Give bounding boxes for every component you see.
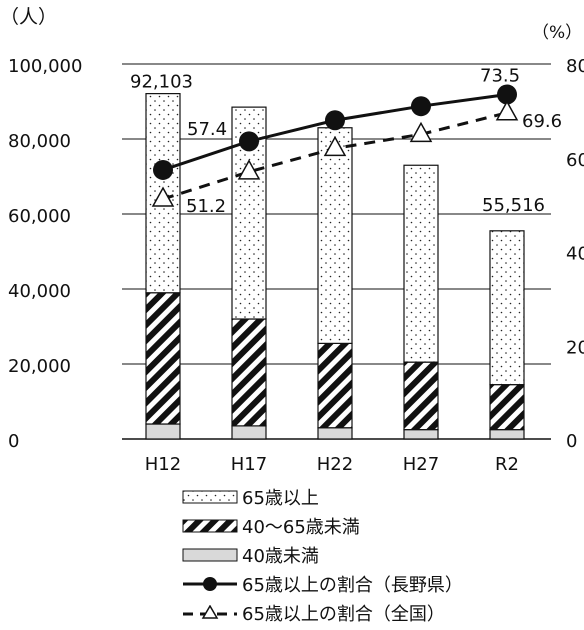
bar-segment xyxy=(231,318,267,427)
legend-item-65-over: 65歳以上 xyxy=(182,482,562,511)
x-tick-label: H27 xyxy=(403,454,439,475)
y-left-tick-label: 100,000 xyxy=(8,56,82,77)
y-left-axis-label: （人） xyxy=(0,6,57,28)
y-right-tick-label: 60 xyxy=(566,150,584,171)
dotted-swatch-icon xyxy=(182,490,238,503)
x-tick-label: R2 xyxy=(495,454,519,475)
point-national-ratio xyxy=(151,186,175,207)
bar-segment xyxy=(145,292,181,425)
y-left-tick-label: 80,000 xyxy=(8,131,71,152)
legend-item-nagano-ratio: 65歳以上の割合（長野県） xyxy=(182,569,562,598)
bar-segment xyxy=(145,423,181,440)
bar-segment xyxy=(317,427,353,440)
nagano-label-first: 57.4 xyxy=(187,119,227,140)
legend-label: 65歳以上 xyxy=(242,487,319,509)
y-right-tick-label: 40 xyxy=(566,244,584,265)
point-nagano-ratio xyxy=(325,110,345,131)
point-nagano-ratio xyxy=(239,131,259,152)
national-label-last: 69.6 xyxy=(522,111,562,132)
point-national-ratio xyxy=(323,135,347,157)
x-tick-label: H17 xyxy=(231,454,267,475)
y-left-tick-label: 0 xyxy=(8,431,19,452)
x-tick-label: H12 xyxy=(145,454,181,475)
bar-segment xyxy=(403,361,439,431)
gray-swatch-icon xyxy=(182,548,238,561)
y-right-axis-label: （%） xyxy=(532,23,582,43)
labels: 100,000 80,000 60,000 40,000 20,000 0 80 60 40 20… xyxy=(0,6,584,475)
legend-item-under-40: 40歳未満 xyxy=(182,540,562,569)
total-label-last: 55,516 xyxy=(482,195,545,216)
y-left-tick-label: 40,000 xyxy=(8,281,71,302)
y-right-tick-label: 0 xyxy=(566,431,577,452)
y-left-tick-label: 20,000 xyxy=(8,356,71,377)
bar-segment xyxy=(317,127,353,344)
y-left-tick-label: 60,000 xyxy=(8,206,71,227)
point-national-ratio xyxy=(495,100,519,121)
bar-segment xyxy=(317,342,353,429)
x-tick-label: H22 xyxy=(317,454,353,475)
dashed-line-triangle-icon xyxy=(183,604,237,619)
point-nagano-ratio xyxy=(411,96,431,117)
series-lines xyxy=(151,84,519,207)
bar-segment xyxy=(231,425,267,440)
bar-segment xyxy=(489,230,525,386)
point-national-ratio xyxy=(409,121,433,143)
point-nagano-ratio xyxy=(153,159,173,180)
bar-segment xyxy=(403,429,439,440)
chart: 100,000 80,000 60,000 40,000 20,000 0 80 60 40 20… xyxy=(0,6,584,475)
legend-label: 65歳以上の割合（全国） xyxy=(242,603,445,625)
line-circle-marker-icon xyxy=(183,576,237,591)
striped-swatch-icon xyxy=(182,519,238,532)
legend-item-national-ratio: 65歳以上の割合（全国） xyxy=(182,598,562,627)
legend-label: 40～65歳未満 xyxy=(242,516,360,538)
bar-segment xyxy=(489,384,525,431)
legend: 65歳以上 40～65歳未満 40歳未満 65歳以上の割合（長野県） 65歳以上… xyxy=(182,482,562,627)
nagano-label-last: 73.5 xyxy=(480,65,520,86)
legend-item-40-65: 40～65歳未満 xyxy=(182,511,562,540)
legend-label: 65歳以上の割合（長野県） xyxy=(242,574,463,596)
national-label-first: 51.2 xyxy=(186,196,226,217)
y-right-tick-label: 20 xyxy=(566,337,584,358)
bar-segment xyxy=(403,164,439,363)
point-nagano-ratio xyxy=(497,84,517,105)
point-national-ratio xyxy=(237,159,261,180)
y-right-tick-label: 80 xyxy=(566,56,584,77)
total-label-first: 92,103 xyxy=(130,72,193,93)
bar-segment xyxy=(489,429,525,440)
legend-label: 40歳未満 xyxy=(242,545,319,567)
